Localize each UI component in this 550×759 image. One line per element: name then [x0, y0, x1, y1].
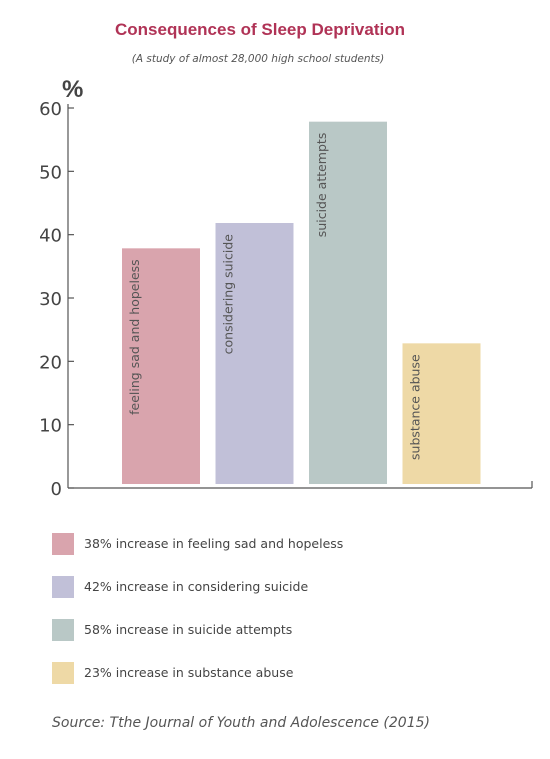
legend-swatch	[52, 576, 74, 598]
source-citation: Source: Tthe Journal of Youth and Adoles…	[52, 715, 430, 731]
bar-label: substance abuse	[408, 354, 423, 460]
legend-label: 58% increase in suicide attempts	[84, 622, 293, 637]
legend-label: 23% increase in substance abuse	[84, 665, 294, 680]
y-tick-label: 50	[39, 162, 62, 183]
legend-swatch	[52, 533, 74, 555]
legend-swatch	[52, 662, 74, 684]
y-tick-label: 60	[39, 99, 62, 120]
y-tick-label: 30	[39, 289, 62, 310]
bar	[120, 246, 202, 486]
legend-label: 42% increase in considering suicide	[84, 579, 309, 594]
y-tick-label: 0	[51, 479, 62, 500]
legend-label: 38% increase in feeling sad and hopeless	[84, 536, 344, 551]
y-tick-label: 20	[39, 352, 62, 373]
bar-chart: 0 10 20 30 40 50 60 feeling sad and hopeless con…	[39, 99, 533, 500]
y-axis-unit-label: %	[62, 76, 84, 103]
bar	[400, 341, 483, 487]
chart-subtitle: (A study of almost 28,000 high school st…	[131, 53, 385, 65]
y-tick-label: 40	[39, 226, 62, 247]
bar-label: feeling sad and hopeless	[127, 259, 142, 415]
chart-title: Consequences of Sleep Deprivation	[114, 20, 405, 39]
bar	[213, 221, 296, 486]
y-tick-label: 10	[39, 416, 62, 437]
bar-label: suicide attempts	[314, 133, 329, 238]
bar	[307, 119, 389, 487]
legend-swatch	[52, 619, 74, 641]
bar-label: considering suicide	[221, 234, 236, 355]
